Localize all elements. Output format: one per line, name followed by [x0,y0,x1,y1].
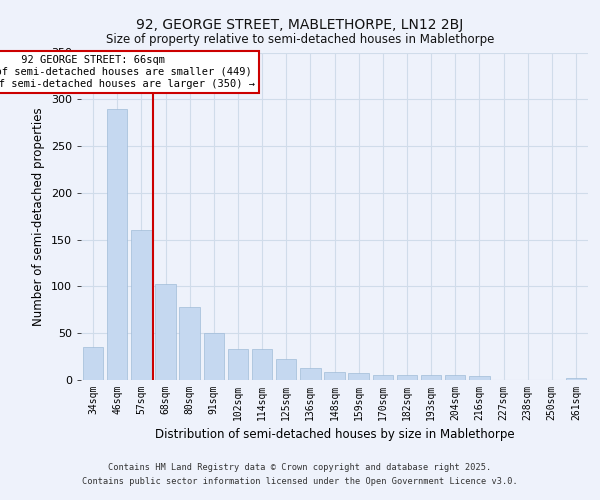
Bar [252,349,272,380]
Bar [566,378,586,380]
Text: Size of property relative to semi-detached houses in Mablethorpe: Size of property relative to semi-detach… [106,32,494,46]
Bar [469,376,490,380]
Bar [397,376,417,380]
Text: 92 GEORGE STREET: 66sqm     
← 56% of semi-detached houses are smaller (449)
  4: 92 GEORGE STREET: 66sqm ← 56% of semi-de… [0,56,255,88]
Text: Contains public sector information licensed under the Open Government Licence v3: Contains public sector information licen… [82,477,518,486]
Bar [349,374,369,380]
Bar [445,376,466,380]
Text: Contains HM Land Registry data © Crown copyright and database right 2025.: Contains HM Land Registry data © Crown c… [109,464,491,472]
Bar [155,284,176,380]
Bar [421,376,442,380]
X-axis label: Distribution of semi-detached houses by size in Mablethorpe: Distribution of semi-detached houses by … [155,428,514,442]
Bar [324,372,345,380]
Text: 92, GEORGE STREET, MABLETHORPE, LN12 2BJ: 92, GEORGE STREET, MABLETHORPE, LN12 2BJ [136,18,464,32]
Bar [227,349,248,380]
Bar [179,307,200,380]
Bar [300,368,320,380]
Bar [83,347,103,380]
Bar [276,360,296,380]
Y-axis label: Number of semi-detached properties: Number of semi-detached properties [32,107,45,326]
Bar [373,376,393,380]
Bar [131,230,152,380]
Bar [203,333,224,380]
Bar [107,108,127,380]
